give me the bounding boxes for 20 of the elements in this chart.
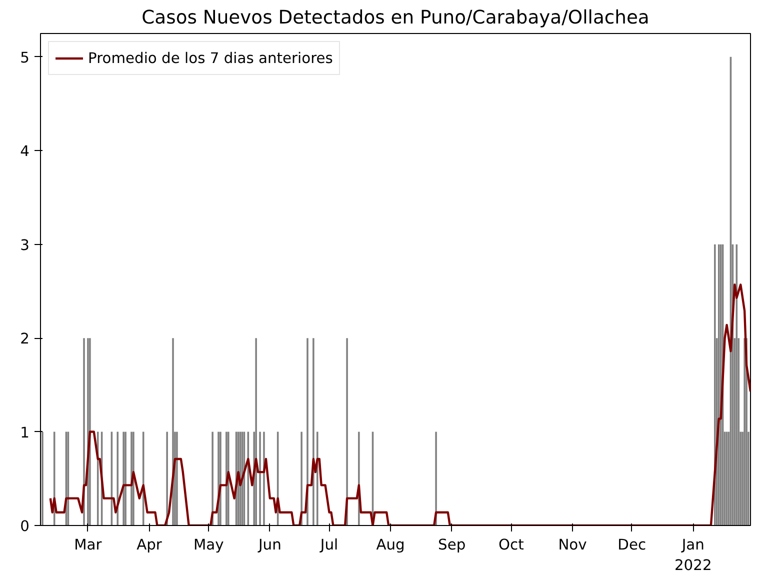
x-tick-label: Sep <box>438 536 466 554</box>
x-tick-label: Jul <box>319 536 338 554</box>
x-tick-label: Apr <box>136 536 163 554</box>
y-tick-label: 5 <box>20 49 30 66</box>
chart-title: Casos Nuevos Detectados en Puno/Carabaya/Ollachea <box>142 8 650 28</box>
x-tick-label: Oct <box>498 536 524 554</box>
x-tick-label: Mar <box>74 536 103 554</box>
y-tick-label: 0 <box>20 518 30 535</box>
y-tick-label: 3 <box>20 236 30 254</box>
x-tick-label: Aug <box>376 536 405 554</box>
y-tick-label: 1 <box>20 424 30 442</box>
y-tick-label: 4 <box>20 143 30 160</box>
x-tick-label: Nov <box>558 536 588 554</box>
legend-label: Promedio de los 7 dias anteriores <box>88 50 333 66</box>
x-tick-label: May <box>193 536 224 554</box>
line-series <box>49 284 750 526</box>
x-tick-label: Dec <box>618 536 646 554</box>
y-tick-label: 2 <box>20 330 30 348</box>
x-tick-label: Jun <box>257 536 282 554</box>
x-tick-label: Jan 2022 <box>674 536 712 574</box>
